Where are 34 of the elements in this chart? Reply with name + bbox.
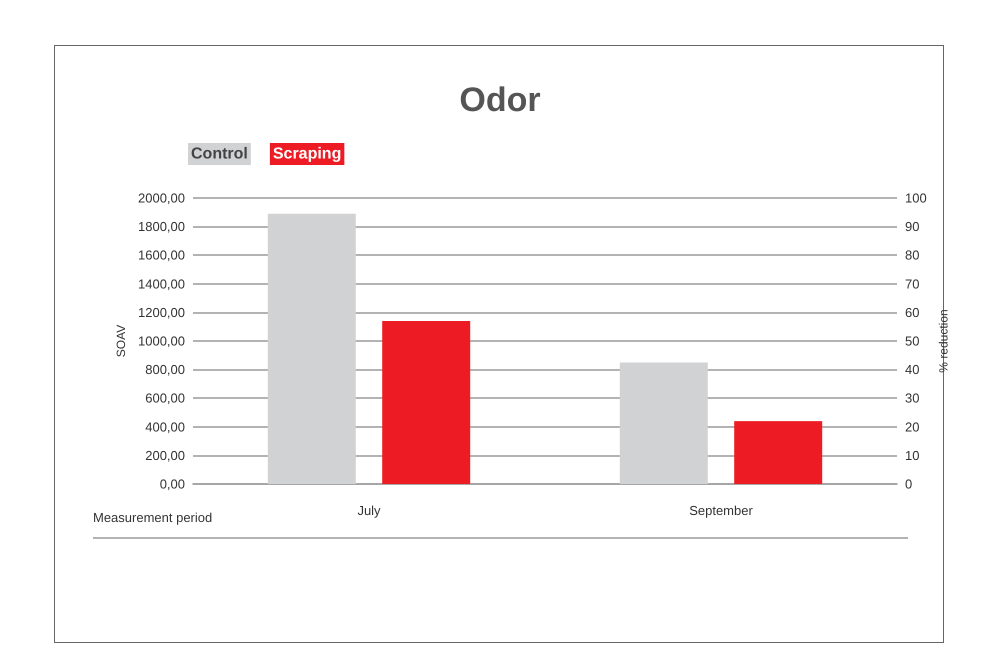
y2-tick-label: 20 <box>905 419 920 434</box>
y2-tick-label: 50 <box>905 334 920 348</box>
y-tick-label: 200,00 <box>145 448 185 463</box>
chart-title: Odor <box>459 81 541 119</box>
y2-tick-label: 60 <box>905 304 920 320</box>
y-tick-label: 1000,00 <box>138 334 185 348</box>
x-tick-label: July <box>357 503 382 518</box>
y-tick-label: 1800,00 <box>138 219 185 234</box>
bar <box>382 320 470 484</box>
y-tick-label: 2000,00 <box>138 190 185 206</box>
text: Control <box>191 146 248 162</box>
bar <box>734 421 822 484</box>
y-tick-label: 400,00 <box>145 419 185 434</box>
y-tick-label: 0,00 <box>160 476 185 492</box>
y2-tick-label: 100 <box>905 190 927 206</box>
y-tick-label: 600,00 <box>145 390 185 406</box>
y-tick-label: 800,00 <box>145 362 185 378</box>
y2-tick-label: 0 <box>905 476 912 492</box>
bar <box>620 362 708 484</box>
x-tick-label: September <box>689 503 754 518</box>
y2-tick-label: 80 <box>905 248 920 263</box>
y2-tick-label: 10 <box>905 448 920 463</box>
bar <box>268 214 356 484</box>
y-tick-label: 1400,00 <box>138 276 185 292</box>
y2-tick-label: 40 <box>905 362 920 378</box>
y-tick-label: 1600,00 <box>138 248 185 263</box>
x-axis-title: Measurement period <box>93 510 212 525</box>
y2-tick-label: 70 <box>905 276 920 292</box>
y-axis-title: SOAV <box>114 324 128 358</box>
y2-axis-title: % reduction <box>936 309 951 373</box>
y2-tick-label: 30 <box>905 390 920 406</box>
y2-tick-label: 90 <box>905 219 920 234</box>
y-tick-label: 1200,00 <box>138 304 185 320</box>
text: Scraping <box>272 146 342 162</box>
